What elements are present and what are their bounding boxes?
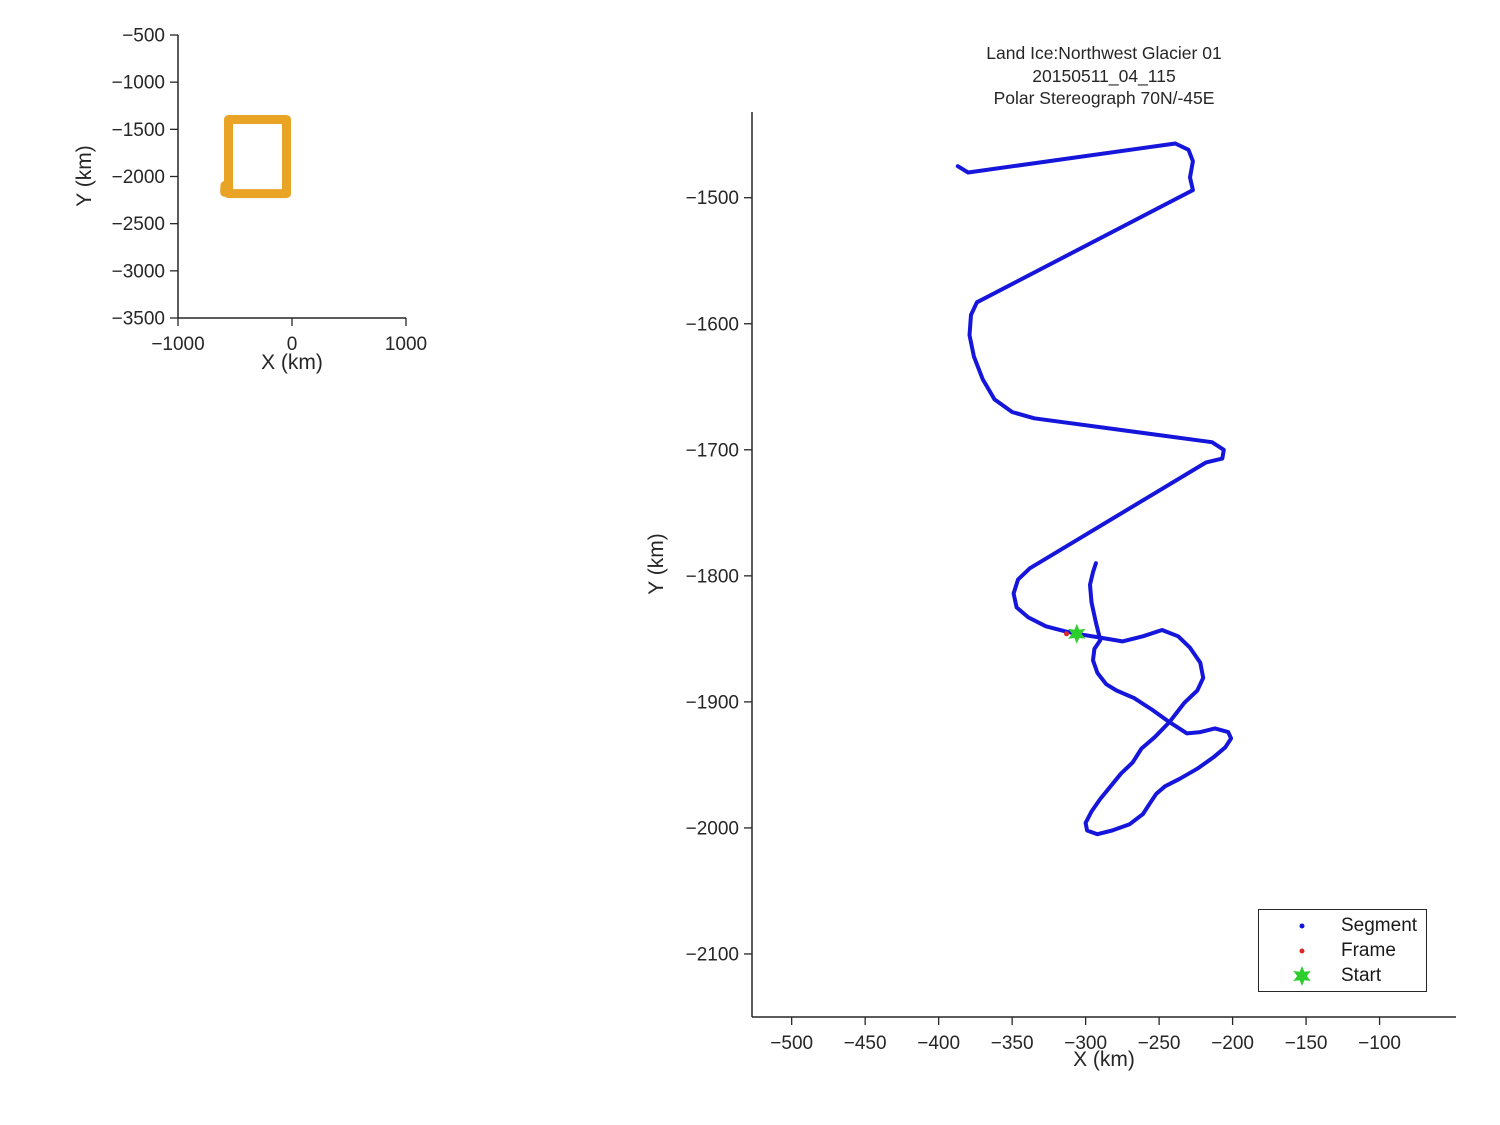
- x-tick-label: −250: [1138, 1033, 1181, 1054]
- overview-plot: −1000 0 1000 −500 −1000 −1500 −2000 −2500 −3000 −…: [112, 26, 428, 356]
- x-tick-label: 0: [287, 334, 298, 355]
- main-x-axis-label: X (km): [1073, 1048, 1135, 1071]
- y-tick-label: −1500: [686, 188, 739, 209]
- main-plot: −500 −450 −400 −350 −300 −250 −200 −150 −100 −150…: [686, 112, 1456, 1054]
- x-tick-label: −200: [1211, 1033, 1254, 1054]
- x-tick-label: −150: [1285, 1033, 1328, 1054]
- frame-marker-icon: [1299, 948, 1305, 953]
- y-tick-label: −1500: [112, 120, 165, 141]
- y-tick-label: −1900: [686, 692, 739, 713]
- main-y-axis-label: Y (km): [645, 533, 668, 595]
- frame-dot: [1064, 631, 1069, 637]
- x-tick-label: −100: [1358, 1033, 1401, 1054]
- x-tick-label: −450: [844, 1033, 887, 1054]
- x-tick-label: −500: [770, 1033, 813, 1054]
- title-line-3: Polar Stereograph 70N/-45E: [993, 88, 1215, 108]
- y-tick-label: −1000: [112, 73, 165, 94]
- legend-item-start: Start: [1259, 963, 1426, 988]
- y-tick-label: −2000: [686, 818, 739, 839]
- y-tick-label: −3500: [112, 309, 165, 330]
- legend-label-frame: Frame: [1341, 939, 1396, 961]
- start-marker-icon: [1293, 965, 1311, 986]
- legend-item-frame: Frame: [1259, 938, 1426, 963]
- y-tick-label: −1700: [686, 440, 739, 461]
- segment-marker-icon: [1299, 923, 1305, 928]
- legend-label-segment: Segment: [1341, 914, 1418, 936]
- x-tick-label: −300: [1064, 1033, 1107, 1054]
- x-tick-label: 1000: [385, 334, 427, 355]
- legend-label-start: Start: [1341, 964, 1382, 986]
- x-tick-label: −350: [991, 1033, 1034, 1054]
- y-tick-label: −2100: [686, 944, 739, 965]
- overview-y-axis-label: Y (km): [73, 145, 96, 207]
- y-tick-label: −1800: [686, 566, 739, 587]
- flight-outline-path: [224, 115, 291, 199]
- x-tick-label: −1000: [151, 334, 204, 355]
- plot-title: Land Ice:Northwest Glacier 01 20150511_0…: [804, 42, 1404, 110]
- legend-box: Segment Frame Start: [1258, 909, 1427, 992]
- start-marker: [1068, 623, 1086, 644]
- overview-x-axis-label: X (km): [261, 351, 323, 374]
- x-tick-label: −400: [917, 1033, 960, 1054]
- y-tick-label: −2000: [112, 167, 165, 188]
- segment-path: [955, 141, 1234, 837]
- y-tick-label: −1600: [686, 314, 739, 335]
- title-line-2: 20150511_04_115: [1032, 65, 1176, 86]
- title-line-1: Land Ice:Northwest Glacier 01: [986, 43, 1222, 63]
- y-tick-label: −500: [122, 26, 165, 47]
- legend-item-segment: Segment: [1259, 913, 1426, 938]
- y-tick-label: −3000: [112, 261, 165, 282]
- y-tick-label: −2500: [112, 214, 165, 235]
